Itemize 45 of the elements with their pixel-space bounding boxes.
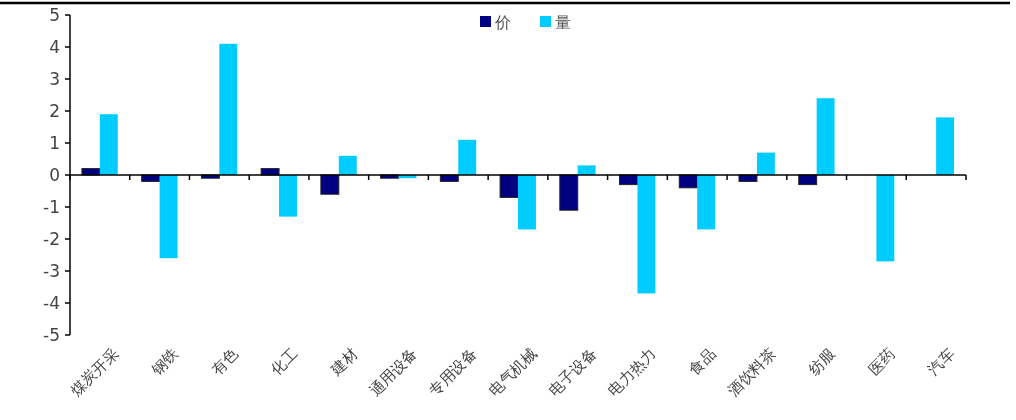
y-tick-label: 4 — [49, 36, 60, 57]
bar — [637, 175, 656, 294]
bar — [219, 43, 238, 175]
y-tick-label: -3 — [43, 260, 60, 281]
y-tick-label: -4 — [43, 292, 60, 313]
bar — [816, 98, 835, 175]
y-tick-label: -1 — [43, 196, 60, 217]
bar — [577, 165, 596, 175]
legend-label: 量 — [555, 12, 571, 32]
y-tick-label: 2 — [49, 100, 60, 121]
y-tick-label: 5 — [49, 4, 60, 25]
legend-label: 价 — [494, 12, 511, 32]
y-tick-label: -2 — [43, 228, 60, 249]
bar — [756, 152, 775, 175]
x-tick-label: 纺服 — [804, 344, 839, 379]
bar — [518, 175, 536, 230]
y-tick-label: 3 — [49, 68, 60, 89]
bar — [559, 174, 579, 211]
x-tick-label: 食品 — [685, 344, 720, 379]
x-tick-label: 通用设备 — [365, 344, 421, 400]
x-tick-label: 化工 — [267, 344, 302, 379]
x-tick-label: 专用设备 — [425, 344, 481, 400]
x-tick-label: 电子设备 — [544, 344, 600, 400]
bar — [697, 175, 716, 230]
bar — [499, 174, 519, 198]
x-tick-label: 电气机械 — [485, 344, 541, 400]
x-tick-label: 汽车 — [924, 344, 959, 379]
y-tick-label: -5 — [43, 324, 60, 345]
x-tick-label: 钢铁 — [147, 344, 182, 380]
y-tick-label: 0 — [49, 164, 60, 185]
bar — [99, 114, 118, 175]
x-tick-label: 建材 — [326, 344, 362, 380]
bar — [338, 155, 357, 175]
bar — [936, 117, 955, 175]
x-tick-label: 有色 — [207, 344, 242, 379]
y-tick-label: 1 — [49, 132, 60, 153]
x-tick-label: 煤炭开采 — [66, 344, 123, 400]
bar — [458, 139, 477, 175]
bar — [279, 175, 297, 217]
x-tick-label: 酒饮料茶 — [724, 344, 780, 400]
bar — [876, 175, 895, 262]
x-tick-label: 电力热力 — [604, 344, 660, 400]
bar — [159, 175, 178, 259]
x-tick-label: 医药 — [864, 344, 899, 379]
bar — [320, 174, 340, 195]
